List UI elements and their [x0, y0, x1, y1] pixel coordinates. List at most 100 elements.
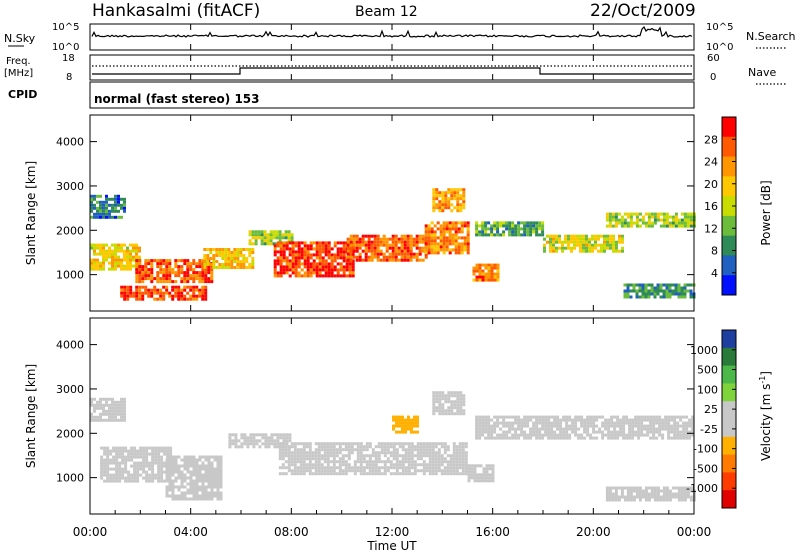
heatmap-cell: [383, 451, 387, 455]
heatmap-cell: [637, 427, 641, 431]
heatmap-cell: [398, 454, 402, 458]
heatmap-cell: [422, 448, 426, 452]
heatmap-cell: [491, 467, 495, 471]
heatmap-cell: [347, 463, 351, 467]
heatmap-cell: [186, 461, 190, 465]
heatmap-cell: [99, 246, 102, 250]
heatmap-cell: [177, 473, 181, 477]
heatmap-cell: [380, 466, 384, 470]
heatmap-cell: [680, 498, 684, 502]
heatmap-cell: [640, 427, 644, 431]
heatmap-cell: [136, 479, 140, 483]
heatmap-cell: [318, 250, 322, 254]
heatmap-cell: [264, 439, 268, 443]
heatmap-cell: [305, 442, 309, 446]
heatmap-cell: [389, 463, 393, 467]
heatmap-cell: [490, 269, 494, 273]
heatmap-cell: [475, 424, 479, 428]
heatmap-cell: [324, 274, 328, 278]
heatmap-cell: [150, 280, 154, 284]
heatmap-cell: [395, 466, 399, 470]
heatmap-cell: [418, 249, 422, 253]
heatmap-cell: [473, 479, 477, 483]
heatmap-cell: [326, 472, 330, 476]
heatmap-cell: [174, 265, 178, 269]
heatmap-cell: [520, 427, 524, 431]
heatmap-cell: [346, 258, 350, 262]
heatmap-cell: [207, 494, 211, 498]
heatmap-cell: [346, 243, 350, 247]
heatmap-cell: [111, 412, 114, 416]
heatmap-cell: [344, 445, 348, 449]
heatmap-cell: [662, 289, 666, 293]
heatmap-cell: [392, 424, 395, 428]
heatmap-cell: [409, 258, 413, 262]
heatmap-cell: [186, 488, 190, 492]
heatmap-cell: [446, 463, 450, 467]
heatmap-cell: [323, 454, 327, 458]
heatmap-cell: [440, 457, 444, 461]
heatmap-cell: [120, 258, 123, 262]
heatmap-cell: [230, 257, 234, 260]
heatmap-cell: [348, 268, 352, 272]
heatmap-cell: [641, 286, 645, 290]
heatmap-cell: [320, 466, 324, 470]
heatmap-cell: [565, 424, 569, 428]
heatmap-cell: [634, 415, 638, 419]
heatmap-cell: [626, 283, 630, 287]
heatmap-cell: [389, 442, 393, 446]
heatmap-cell: [445, 224, 449, 228]
heatmap-cell: [487, 433, 491, 437]
heatmap-cell: [108, 418, 111, 422]
heatmap-cell: [482, 467, 486, 471]
heatmap-cell: [621, 234, 624, 238]
heatmap-cell: [570, 237, 573, 241]
heatmap-cell: [120, 397, 123, 401]
heatmap-cell: [138, 265, 142, 269]
heatmap-cell: [151, 461, 155, 465]
heatmap-cell: [100, 461, 104, 465]
heatmap-cell: [458, 463, 462, 467]
heatmap-cell: [293, 448, 297, 452]
heatmap-cell: [622, 433, 626, 437]
heatmap-cell: [445, 242, 449, 246]
colorbar-swatch: [722, 330, 736, 349]
heatmap-cell: [189, 455, 193, 459]
heatmap-cell: [282, 271, 286, 275]
heatmap-cell: [93, 249, 96, 253]
heatmap-cell: [186, 464, 190, 468]
heatmap-cell: [246, 445, 250, 449]
heatmap-cell: [180, 494, 184, 498]
heatmap-cell: [90, 203, 93, 207]
heatmap-cell: [634, 430, 638, 434]
heatmap-cell: [556, 433, 560, 437]
heatmap-cell: [156, 277, 160, 281]
heatmap-cell: [171, 491, 175, 495]
heatmap-cell: [559, 427, 563, 431]
heatmap-cell: [608, 221, 612, 225]
noise-left-tick-bottom: 10^0: [52, 42, 79, 53]
heatmap-cell: [183, 262, 187, 266]
heatmap-cell: [370, 234, 374, 238]
heatmap-cell: [210, 473, 214, 477]
heatmap-cell: [475, 430, 479, 434]
heatmap-cell: [364, 246, 368, 250]
heatmap-cell: [574, 424, 578, 428]
heatmap-cell: [305, 469, 309, 473]
heatmap-cell: [436, 245, 440, 249]
heatmap-cell: [550, 421, 554, 425]
heatmap-cell: [428, 454, 432, 458]
heatmap-cell: [163, 470, 167, 474]
heatmap-cell: [204, 277, 208, 281]
heatmap-cell: [336, 262, 340, 266]
heatmap-cell: [183, 259, 187, 263]
heatmap-cell: [96, 194, 99, 198]
heatmap-cell: [673, 421, 677, 425]
heatmap-cell: [628, 436, 632, 440]
heatmap-cell: [562, 415, 566, 419]
heatmap-cell: [204, 297, 208, 301]
heatmap-cell: [123, 249, 126, 253]
heatmap-cell: [210, 277, 214, 281]
heatmap-cell: [604, 418, 608, 422]
heatmap-cell: [445, 248, 449, 252]
